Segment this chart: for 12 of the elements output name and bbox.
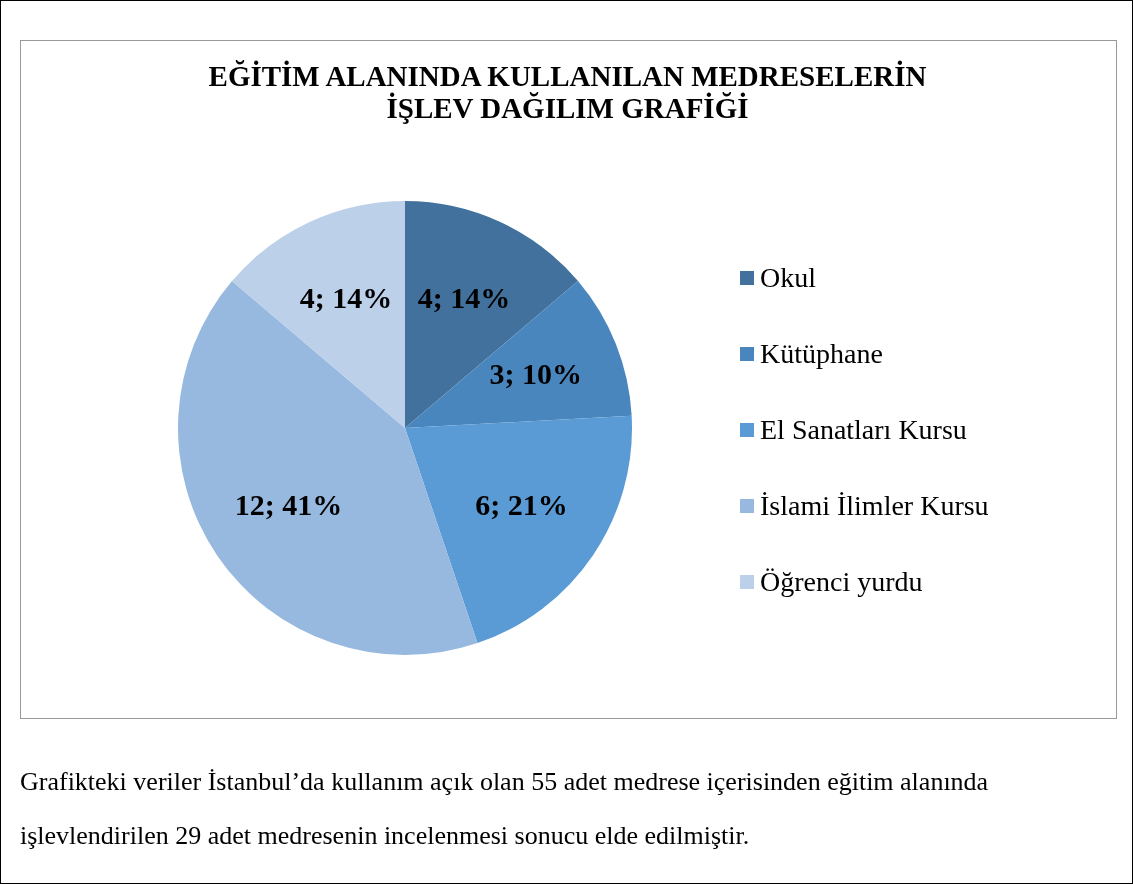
text: Grafikteki veriler İstanbul’da kullanım açık olan 55 adet medrese içerisinden eğitim alanında işlevlendirilen 29 adet medresenin incelenmesi sonucu elde edilmiştir. — [20, 766, 990, 852]
legend-label: Okul — [760, 262, 816, 294]
data-label: 4; 14% — [299, 281, 393, 315]
legend-label: El Sanatları Kursu — [760, 414, 967, 446]
chart-title: EĞİTİM ALANINDA KULLANILAN MEDRESELERİN İŞLEV DAĞILIM GRAFİĞİ — [207, 60, 928, 124]
data-label: 3; 10% — [489, 356, 582, 390]
data-label: 12; 41% — [234, 487, 343, 521]
legend-label: İslami İlimler Kursu — [760, 490, 989, 522]
legend-label: Öğrenci yurdu — [760, 566, 923, 598]
legend-label: Kütüphane — [760, 338, 883, 370]
data-label: 6; 21% — [475, 487, 568, 521]
data-label: 4; 14% — [417, 281, 511, 315]
